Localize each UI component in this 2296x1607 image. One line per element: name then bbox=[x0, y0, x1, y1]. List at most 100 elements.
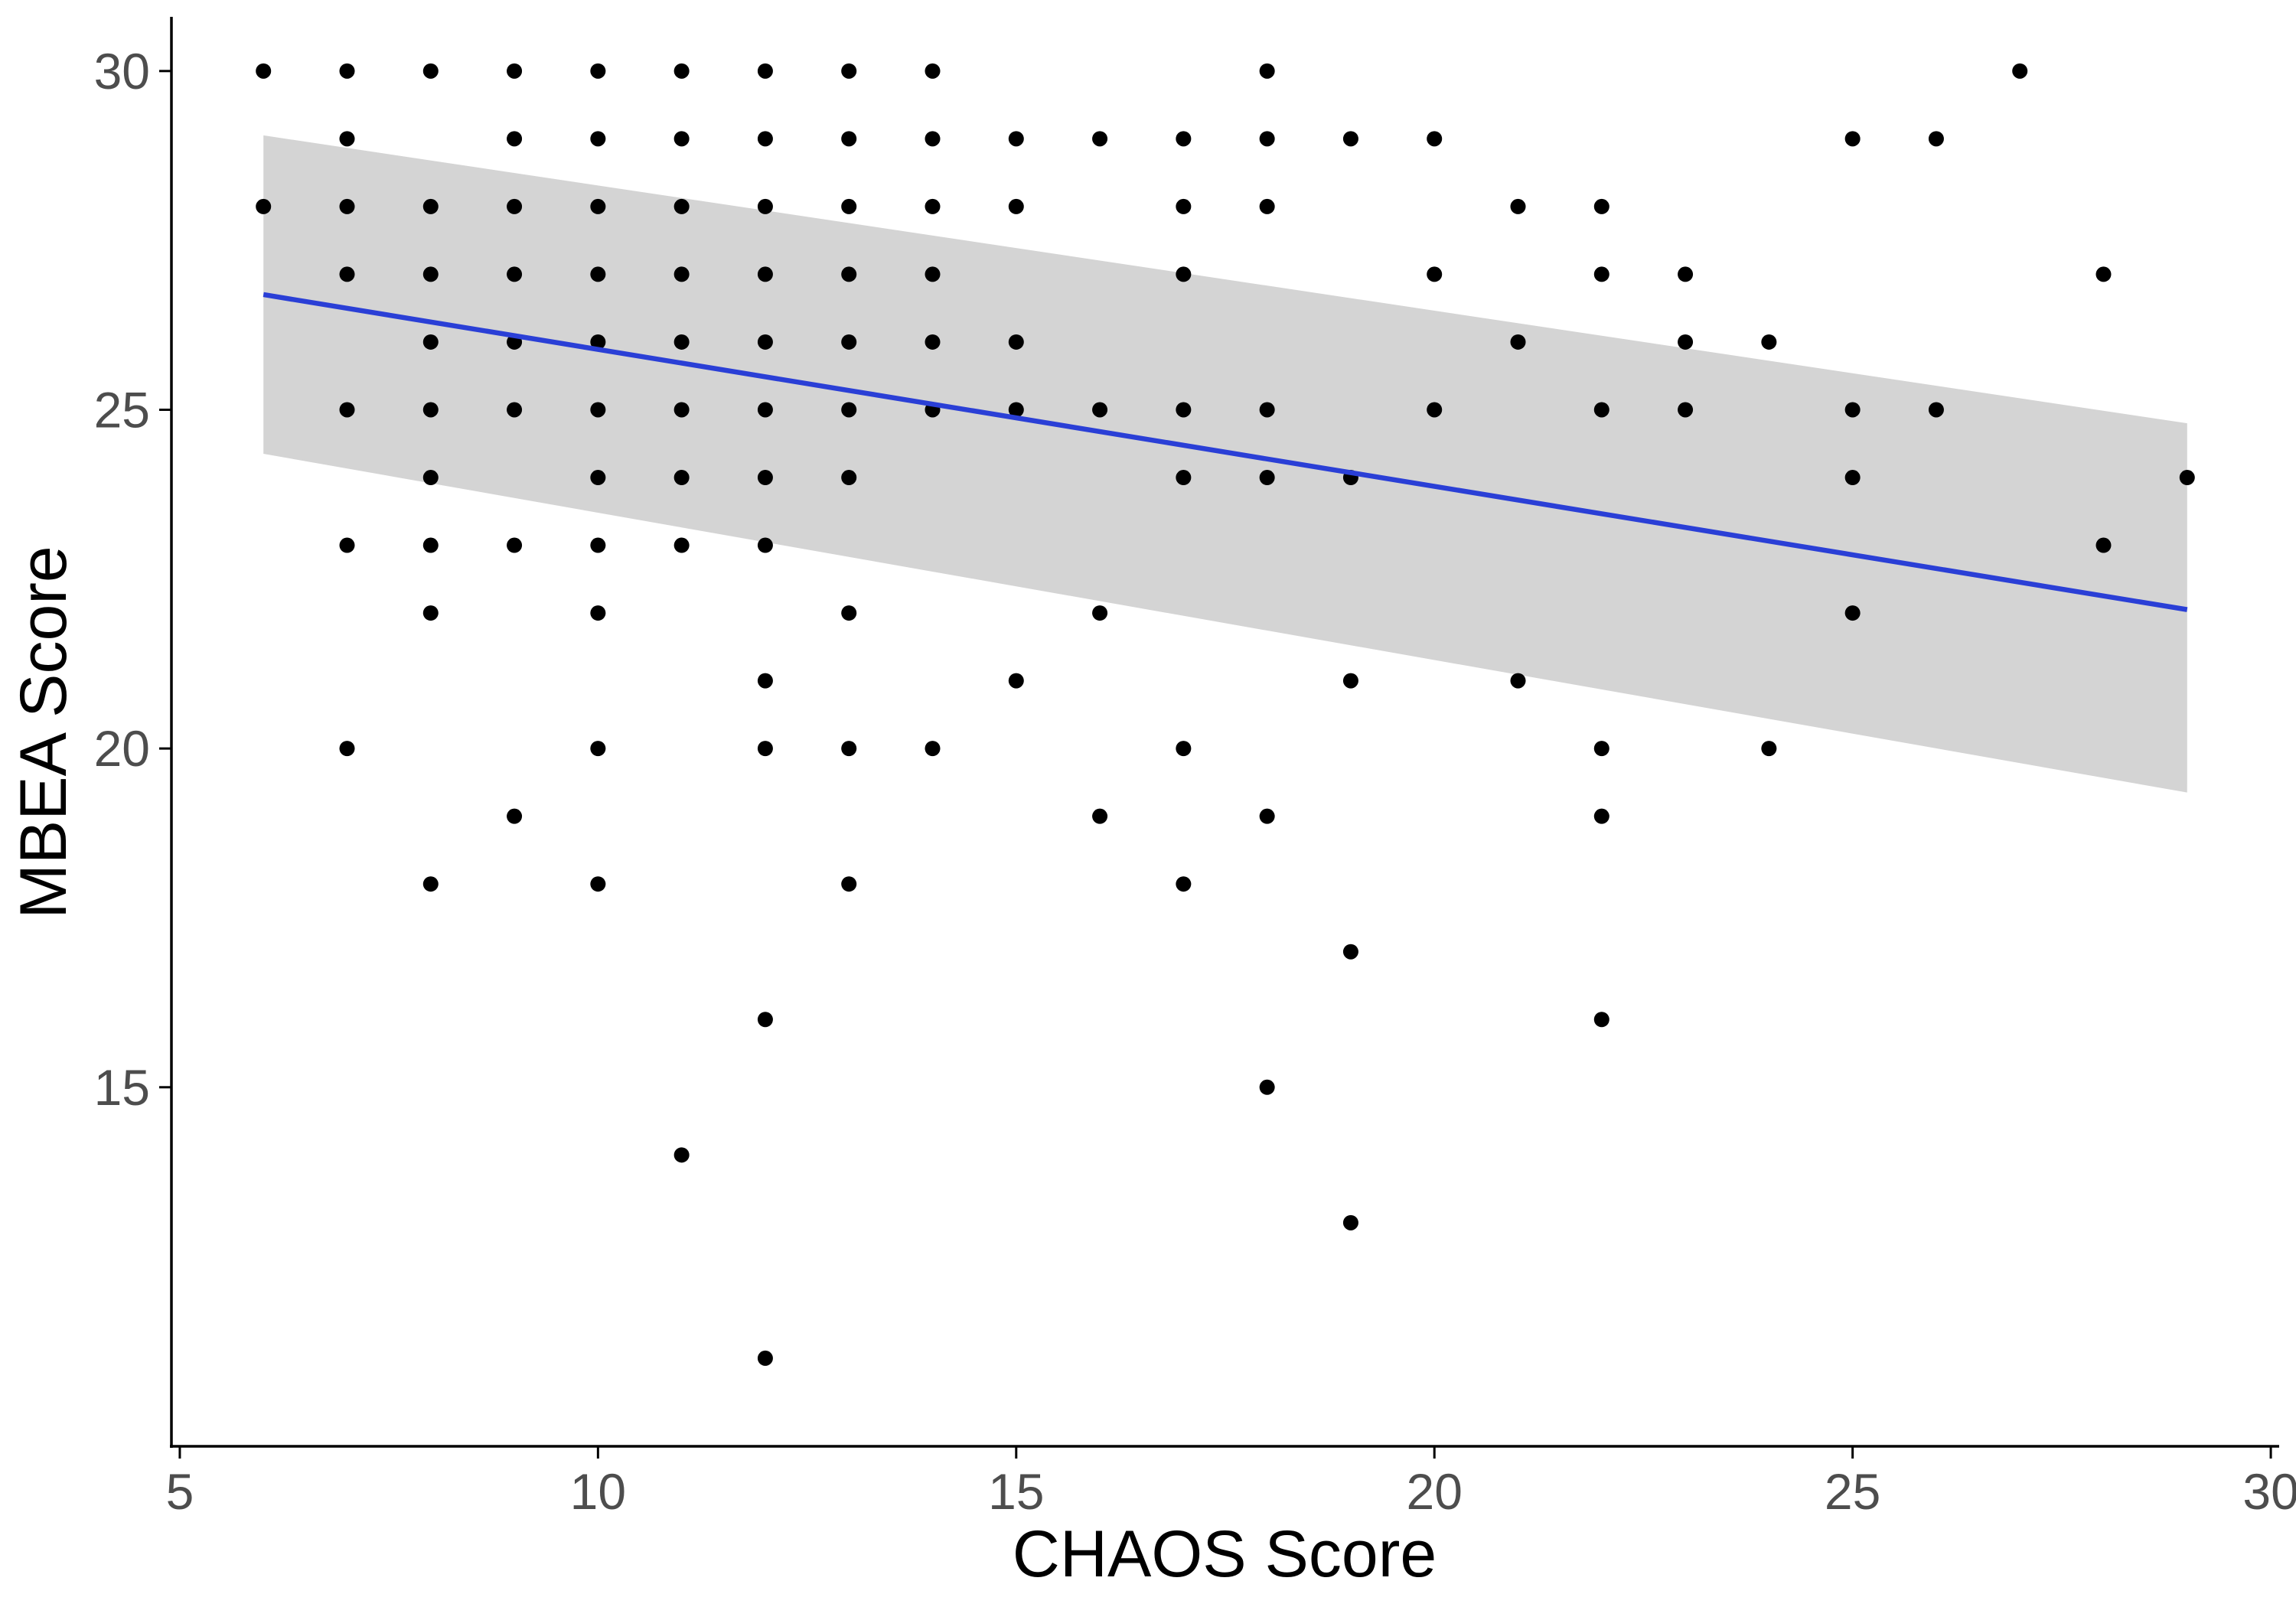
data-point bbox=[925, 198, 941, 214]
data-point bbox=[673, 131, 690, 147]
x-tick-label: 25 bbox=[1825, 1463, 1880, 1520]
data-point bbox=[1008, 198, 1024, 214]
data-point bbox=[841, 198, 857, 214]
data-point bbox=[1844, 402, 1861, 418]
data-point bbox=[590, 198, 606, 214]
y-tick-label: 15 bbox=[94, 1059, 150, 1116]
fit-line-layer bbox=[263, 292, 2188, 612]
data-point bbox=[841, 63, 857, 79]
data-point bbox=[339, 266, 355, 282]
data-point bbox=[1008, 673, 1024, 689]
data-point bbox=[1427, 266, 1443, 282]
data-point bbox=[1342, 944, 1358, 960]
data-point bbox=[757, 198, 773, 214]
x-tick-label: 5 bbox=[166, 1463, 194, 1520]
x-tick-label: 30 bbox=[2242, 1463, 2296, 1520]
data-point bbox=[2095, 537, 2112, 553]
data-point bbox=[422, 876, 439, 892]
data-point bbox=[2095, 266, 2112, 282]
data-point bbox=[757, 334, 773, 350]
data-point bbox=[925, 741, 941, 757]
data-point bbox=[673, 537, 690, 553]
x-tick-label: 10 bbox=[570, 1463, 626, 1520]
regression-line bbox=[263, 292, 2188, 612]
data-point bbox=[757, 1350, 773, 1366]
data-point bbox=[1176, 131, 1192, 147]
data-point bbox=[925, 63, 941, 79]
data-point bbox=[841, 605, 857, 621]
data-point bbox=[925, 334, 941, 350]
data-point bbox=[1593, 741, 1609, 757]
data-point bbox=[1678, 402, 1694, 418]
data-point bbox=[1593, 1012, 1609, 1028]
data-point bbox=[841, 876, 857, 892]
data-point bbox=[1427, 402, 1443, 418]
data-point bbox=[1176, 402, 1192, 418]
data-point bbox=[1008, 402, 1024, 418]
data-point bbox=[339, 402, 355, 418]
data-point bbox=[339, 63, 355, 79]
data-point bbox=[1259, 63, 1275, 79]
data-point bbox=[841, 266, 857, 282]
data-point bbox=[1176, 266, 1192, 282]
data-point bbox=[422, 402, 439, 418]
data-point bbox=[590, 131, 606, 147]
data-point bbox=[757, 1012, 773, 1028]
data-point bbox=[673, 266, 690, 282]
data-point bbox=[2179, 470, 2195, 486]
data-point bbox=[256, 198, 272, 214]
data-point bbox=[590, 334, 606, 350]
data-point bbox=[1008, 334, 1024, 350]
data-point bbox=[673, 63, 690, 79]
data-points-layer bbox=[256, 63, 2195, 1366]
data-point bbox=[1176, 876, 1192, 892]
data-point bbox=[841, 131, 857, 147]
data-point bbox=[1259, 470, 1275, 486]
data-point bbox=[1928, 131, 1944, 147]
data-point bbox=[590, 470, 606, 486]
data-point bbox=[1176, 470, 1192, 486]
data-point bbox=[339, 537, 355, 553]
data-point bbox=[2012, 63, 2028, 79]
data-point bbox=[507, 808, 523, 824]
data-point bbox=[507, 131, 523, 147]
axes-layer: 5 10 15 20 25 30 15 20 25 30 bbox=[94, 17, 2296, 1520]
data-point bbox=[1678, 334, 1694, 350]
data-point bbox=[1259, 198, 1275, 214]
data-point bbox=[256, 63, 272, 79]
data-point bbox=[1008, 131, 1024, 147]
data-point bbox=[1928, 402, 1944, 418]
data-point bbox=[1593, 198, 1609, 214]
data-point bbox=[757, 402, 773, 418]
data-point bbox=[507, 198, 523, 214]
data-point bbox=[590, 876, 606, 892]
data-point bbox=[1593, 808, 1609, 824]
data-point bbox=[841, 334, 857, 350]
data-point bbox=[841, 402, 857, 418]
data-point bbox=[1259, 808, 1275, 824]
data-point bbox=[1176, 741, 1192, 757]
data-point bbox=[1092, 131, 1108, 147]
data-point bbox=[422, 266, 439, 282]
y-axis-title: MBEA Score bbox=[7, 546, 80, 919]
data-point bbox=[1176, 198, 1192, 214]
data-point bbox=[1761, 741, 1777, 757]
data-point bbox=[841, 741, 857, 757]
data-point bbox=[422, 334, 439, 350]
data-point bbox=[757, 63, 773, 79]
y-tick-label: 20 bbox=[94, 720, 150, 777]
data-point bbox=[1092, 605, 1108, 621]
data-point bbox=[1259, 131, 1275, 147]
data-point bbox=[422, 470, 439, 486]
data-point bbox=[590, 605, 606, 621]
data-point bbox=[1092, 402, 1108, 418]
data-point bbox=[673, 1147, 690, 1163]
data-point bbox=[590, 63, 606, 79]
data-point bbox=[673, 402, 690, 418]
x-tick-label: 15 bbox=[988, 1463, 1044, 1520]
data-point bbox=[507, 537, 523, 553]
data-point bbox=[757, 673, 773, 689]
data-point bbox=[339, 741, 355, 757]
